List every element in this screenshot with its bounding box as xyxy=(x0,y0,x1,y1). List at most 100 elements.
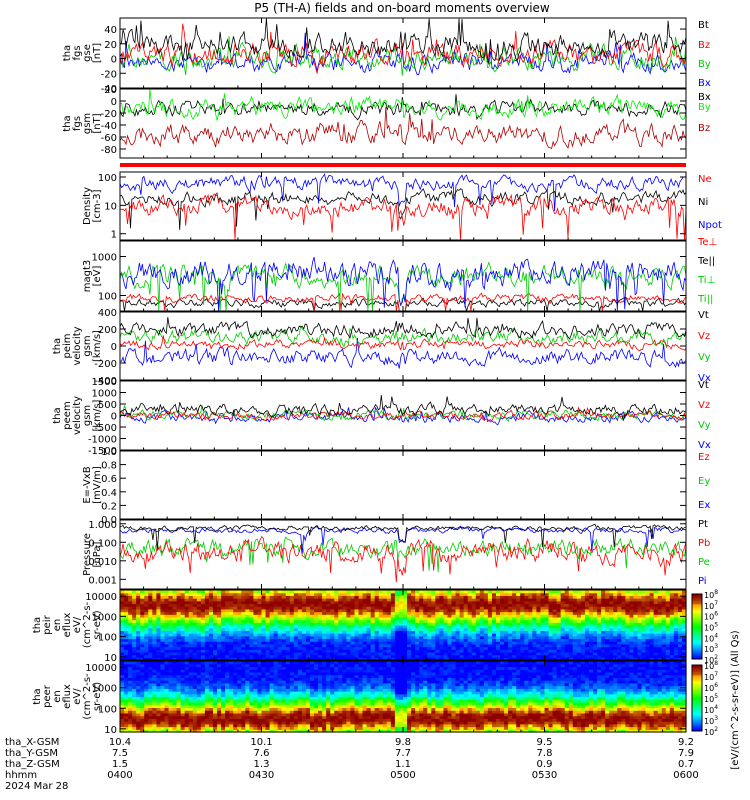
spectrogram-cell xyxy=(338,592,343,596)
spectrogram-cell xyxy=(653,641,659,645)
spectrogram-cell xyxy=(362,627,368,631)
spectrogram-cell xyxy=(152,677,157,681)
spectrogram-cell xyxy=(673,630,679,634)
spectrogram-cell xyxy=(148,682,153,687)
spectrogram-cell xyxy=(208,663,214,668)
spectrogram-cell xyxy=(168,606,174,610)
spectrogram-cell xyxy=(249,614,255,618)
spectrogram-cell xyxy=(641,627,647,631)
spectrogram-cell xyxy=(439,641,445,645)
spectrogram-cell xyxy=(681,603,687,607)
spectrogram-cell xyxy=(273,603,279,607)
spectrogram-cell xyxy=(431,614,436,618)
spectrogram-cell xyxy=(411,646,416,650)
spectrogram-cell xyxy=(588,649,594,653)
spectrogram-cell xyxy=(427,635,432,640)
spectrogram-cell xyxy=(305,643,311,648)
spectrogram-cell xyxy=(140,677,145,681)
spectrogram-cell xyxy=(128,614,133,618)
spectrogram-cell xyxy=(459,595,465,599)
spectrogram-cell xyxy=(346,643,352,648)
spectrogram-cell xyxy=(411,649,416,653)
spectrogram-cell xyxy=(273,701,279,706)
spectrogram-cell xyxy=(310,608,315,613)
spectrogram-cell xyxy=(261,622,267,626)
spectrogram-cell xyxy=(447,622,453,626)
spectrogram-cell xyxy=(196,688,202,692)
spectrogram-cell xyxy=(277,699,283,703)
spectrogram-cell xyxy=(576,603,582,607)
spectrogram-cell xyxy=(204,688,210,692)
spectrogram-cell xyxy=(677,619,683,623)
spectrogram-cell xyxy=(253,674,259,678)
spectrogram-cell xyxy=(350,635,356,640)
spectrogram-cell xyxy=(184,693,190,698)
spectrogram-cell xyxy=(475,608,481,613)
spectrogram-cell xyxy=(641,616,647,621)
spectrogram-cell xyxy=(160,614,166,618)
spectrogram-cell xyxy=(358,630,364,634)
spectrogram-cell xyxy=(394,614,400,618)
spectrogram-cell xyxy=(431,616,436,621)
spectrogram-cell xyxy=(358,616,364,621)
spectrogram-cell xyxy=(455,606,461,610)
spectrogram-cell xyxy=(504,595,509,599)
spectrogram-cell xyxy=(520,611,525,615)
spectrogram-cell xyxy=(245,646,250,650)
spectrogram-cell xyxy=(346,592,352,596)
spectrogram-cell xyxy=(217,685,222,689)
spectrogram-cell xyxy=(358,654,364,658)
spectrogram-cell xyxy=(148,671,153,676)
spectrogram-cell xyxy=(277,682,283,687)
spectrogram-cell xyxy=(649,608,655,613)
spectrogram-cell xyxy=(463,619,469,623)
spectrogram-cell xyxy=(593,635,598,640)
spectrogram-cell xyxy=(593,603,598,607)
spectrogram-cell xyxy=(532,590,538,594)
spectrogram-cell xyxy=(681,641,687,645)
spectrogram-cell xyxy=(241,603,246,607)
spectrogram-cell xyxy=(350,643,356,648)
spectrogram-cell xyxy=(160,590,166,594)
spectrogram-cell xyxy=(184,600,190,605)
spectrogram-cell xyxy=(192,701,198,706)
spectrogram-cell xyxy=(419,608,424,613)
spectrogram-cell xyxy=(439,600,445,605)
spectrogram-cell xyxy=(281,654,287,658)
spectrogram-cell xyxy=(200,671,206,676)
spectrogram-cell xyxy=(277,608,283,613)
spectrogram-cell xyxy=(225,619,230,623)
spectrogram-cell xyxy=(382,606,388,610)
spectrogram-cell xyxy=(136,646,141,650)
spectrogram-cell xyxy=(269,616,275,621)
spectrogram-cell xyxy=(148,630,153,634)
spectrogram-cell xyxy=(536,635,542,640)
spectrogram-cell xyxy=(483,630,489,634)
y-axis-label: tha xyxy=(52,338,63,354)
spectrogram-cell xyxy=(366,600,372,605)
spectrogram-cell xyxy=(245,680,250,684)
spectrogram-cell xyxy=(204,643,210,648)
spectrogram-cell xyxy=(653,603,659,607)
spectrogram-cell xyxy=(394,641,400,645)
spectrogram-cell xyxy=(609,592,614,596)
spectrogram-cell xyxy=(128,701,133,706)
spectrogram-cell xyxy=(398,606,404,610)
spectrogram-cell xyxy=(593,630,598,634)
spectrogram-cell xyxy=(184,691,190,695)
spectrogram-cell xyxy=(204,641,210,645)
y-axis-label: eflux xyxy=(62,613,73,638)
spectrogram-cell xyxy=(132,691,137,695)
spectrogram-cell xyxy=(580,641,586,645)
spectrogram-cell xyxy=(415,646,420,650)
spectrogram-cell xyxy=(358,635,364,640)
spectrogram-cell xyxy=(204,635,210,640)
spectrogram-cell xyxy=(322,590,327,594)
spectrogram-cell xyxy=(403,633,408,637)
spectrogram-cell xyxy=(217,622,222,626)
spectrogram-cell xyxy=(568,595,574,599)
spectrogram-cell xyxy=(144,699,149,703)
spectrogram-cell xyxy=(649,638,655,642)
spectrogram-cell xyxy=(411,657,416,661)
spectrogram-cell xyxy=(237,721,242,725)
